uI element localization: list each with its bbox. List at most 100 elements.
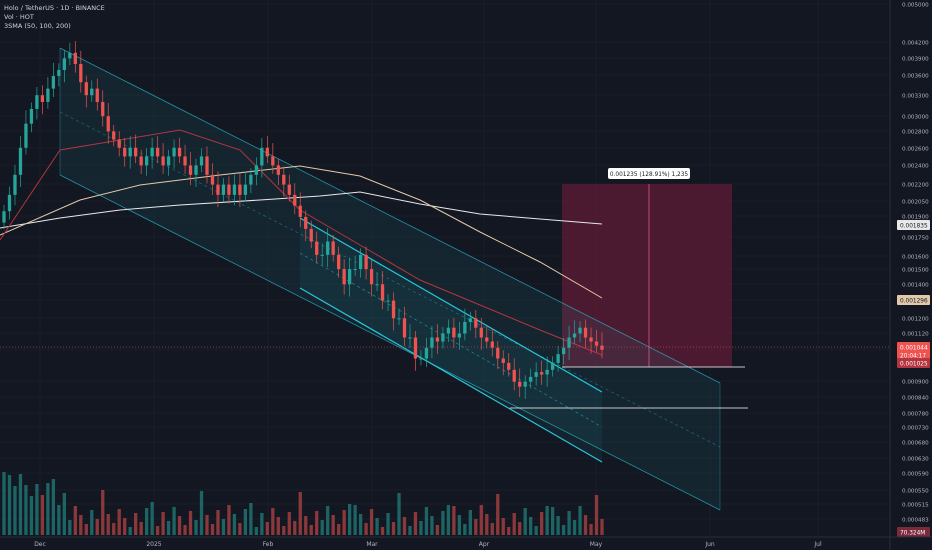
candle-body[interactable] xyxy=(485,337,489,342)
candle-body[interactable] xyxy=(550,362,555,370)
candles[interactable] xyxy=(2,41,604,399)
candle-body[interactable] xyxy=(347,269,352,285)
candle-body[interactable] xyxy=(507,362,511,370)
candle-body[interactable] xyxy=(227,184,231,195)
candle-body[interactable] xyxy=(523,381,527,387)
candle-body[interactable] xyxy=(419,358,423,360)
candle-body[interactable] xyxy=(84,82,88,96)
candle-body[interactable] xyxy=(326,241,330,255)
candle-body[interactable] xyxy=(386,300,390,302)
legend-symbol[interactable]: Holo / TetherUS · 1D · BINANCE xyxy=(4,4,105,12)
candle-body[interactable] xyxy=(402,318,407,338)
candle-body[interactable] xyxy=(254,165,259,175)
candle-body[interactable] xyxy=(567,337,571,348)
candle-body[interactable] xyxy=(29,108,34,124)
candle-body[interactable] xyxy=(293,194,297,206)
candle-body[interactable] xyxy=(123,147,127,157)
candle-body[interactable] xyxy=(2,211,6,223)
candle-body[interactable] xyxy=(177,147,182,157)
target-zone-box[interactable] xyxy=(562,184,732,367)
candle-body[interactable] xyxy=(315,241,319,255)
candle-body[interactable] xyxy=(446,327,451,334)
candle-body[interactable] xyxy=(216,184,220,195)
candle-body[interactable] xyxy=(408,337,412,339)
candle-body[interactable] xyxy=(210,174,215,185)
candle-body[interactable] xyxy=(380,284,385,301)
candle-body[interactable] xyxy=(144,156,149,166)
candle-body[interactable] xyxy=(358,254,363,270)
candle-body[interactable] xyxy=(40,95,45,102)
candle-body[interactable] xyxy=(435,337,440,342)
candle-body[interactable] xyxy=(369,269,374,285)
candle-body[interactable] xyxy=(364,254,368,270)
candle-body[interactable] xyxy=(331,241,335,255)
candle-body[interactable] xyxy=(271,156,275,166)
candle-body[interactable] xyxy=(139,156,143,166)
candle-body[interactable] xyxy=(534,372,538,377)
candle-body[interactable] xyxy=(545,369,549,375)
candle-body[interactable] xyxy=(57,69,61,76)
candle-body[interactable] xyxy=(166,156,171,166)
candle-body[interactable] xyxy=(457,333,462,338)
candle-body[interactable] xyxy=(106,116,110,132)
candle-body[interactable] xyxy=(430,337,434,348)
candle-body[interactable] xyxy=(600,345,604,350)
candle-body[interactable] xyxy=(320,254,324,256)
candle-body[interactable] xyxy=(90,88,94,96)
candle-body[interactable] xyxy=(188,165,193,175)
candle-body[interactable] xyxy=(298,205,302,217)
candle-body[interactable] xyxy=(265,147,269,157)
candle-body[interactable] xyxy=(24,123,28,148)
candle-body[interactable] xyxy=(7,194,12,212)
candle-body[interactable] xyxy=(468,318,472,322)
candle-body[interactable] xyxy=(101,101,105,117)
candle-body[interactable] xyxy=(375,284,379,286)
candle-body[interactable] xyxy=(529,376,533,382)
candle-body[interactable] xyxy=(221,184,226,195)
candle-body[interactable] xyxy=(150,147,154,157)
candle-body[interactable] xyxy=(282,174,286,185)
candle-body[interactable] xyxy=(51,75,56,89)
legend-volume[interactable]: Vol · HOT xyxy=(4,13,34,21)
candle-body[interactable] xyxy=(391,300,396,319)
candle-body[interactable] xyxy=(309,228,313,242)
candle-body[interactable] xyxy=(540,372,544,375)
candle-body[interactable] xyxy=(112,131,116,140)
candle-body[interactable] xyxy=(496,347,500,359)
candle-body[interactable] xyxy=(172,147,176,157)
candle-body[interactable] xyxy=(183,156,187,166)
candle-body[interactable] xyxy=(490,341,494,348)
candle-body[interactable] xyxy=(35,95,39,109)
candle-body[interactable] xyxy=(342,269,346,285)
candle-body[interactable] xyxy=(128,147,132,157)
candle-body[interactable] xyxy=(463,321,467,334)
candle-body[interactable] xyxy=(589,337,593,342)
candle-body[interactable] xyxy=(397,318,401,320)
candle-body[interactable] xyxy=(353,269,357,271)
candle-body[interactable] xyxy=(578,327,582,334)
price-axis[interactable]: 0.005000 0.004200 0.003900 0.003600 0.003300… xyxy=(889,0,930,550)
candle-body[interactable] xyxy=(556,354,560,363)
candle-body[interactable] xyxy=(199,156,204,166)
candle-body[interactable] xyxy=(46,88,50,102)
candle-body[interactable] xyxy=(287,184,291,195)
candle-body[interactable] xyxy=(249,174,253,185)
candle-body[interactable] xyxy=(594,341,599,346)
candle-body[interactable] xyxy=(117,139,121,148)
candle-body[interactable] xyxy=(474,318,478,328)
candle-body[interactable] xyxy=(424,347,429,359)
candle-body[interactable] xyxy=(73,52,77,65)
candle-body[interactable] xyxy=(95,88,99,102)
time-axis[interactable]: Dec 2025 Feb Mar Apr May Jun Jul xyxy=(0,536,932,548)
candle-body[interactable] xyxy=(194,165,198,175)
candle-body[interactable] xyxy=(260,147,264,166)
candle-body[interactable] xyxy=(413,337,418,359)
candle-body[interactable] xyxy=(441,333,445,342)
candle-body[interactable] xyxy=(13,174,17,195)
candle-body[interactable] xyxy=(155,147,160,157)
candle-body[interactable] xyxy=(276,165,280,175)
candle-body[interactable] xyxy=(232,184,237,195)
candle-body[interactable] xyxy=(583,327,588,338)
candle-body[interactable] xyxy=(68,52,72,59)
